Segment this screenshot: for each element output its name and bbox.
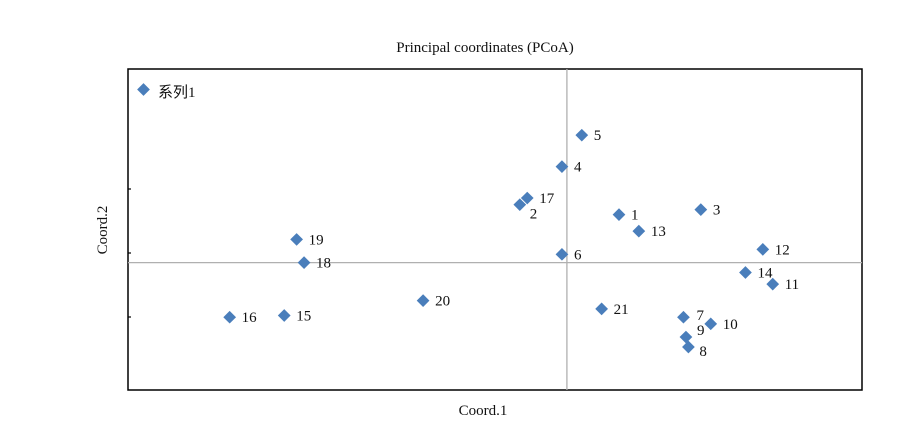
legend: 系列1 (137, 83, 196, 101)
data-point-14: 14 (739, 266, 773, 282)
point-label: 19 (309, 232, 324, 248)
point-label: 7 (696, 308, 704, 324)
point-label: 18 (316, 256, 331, 272)
point-marker (277, 309, 291, 322)
point-marker (679, 330, 693, 344)
point-marker (297, 256, 311, 269)
data-point-7: 7 (677, 308, 704, 324)
x-axis-label: Coord.1 (459, 403, 508, 419)
point-label: 11 (785, 277, 799, 293)
data-point-12: 12 (756, 242, 790, 258)
point-marker (416, 294, 430, 308)
point-marker (612, 208, 626, 221)
data-point-9: 9 (679, 323, 705, 344)
point-label: 9 (697, 323, 705, 339)
point-marker (694, 203, 708, 217)
data-point-6: 6 (555, 247, 582, 263)
data-point-4: 4 (555, 160, 582, 176)
point-label: 1 (631, 208, 639, 224)
point-label: 13 (651, 224, 666, 240)
point-label: 3 (713, 203, 721, 219)
data-point-3: 3 (694, 203, 720, 219)
point-label: 15 (296, 309, 311, 325)
data-point-13: 13 (632, 224, 666, 240)
point-marker (223, 310, 237, 324)
point-marker (739, 266, 752, 279)
point-label: 6 (574, 247, 582, 263)
point-marker (575, 128, 589, 142)
plot-frame (127, 68, 863, 391)
data-point-18: 18 (297, 256, 331, 272)
point-marker (290, 233, 303, 246)
point-label: 5 (594, 128, 602, 144)
point-label: 8 (699, 344, 707, 360)
data-point-16: 16 (223, 310, 257, 326)
point-marker (677, 310, 690, 324)
point-label: 17 (539, 191, 555, 207)
point-marker (756, 242, 770, 256)
data-point-15: 15 (277, 309, 311, 325)
point-label: 21 (614, 302, 629, 318)
data-point-19: 19 (290, 232, 324, 248)
data-point-5: 5 (575, 128, 601, 144)
data-point-10: 10 (704, 317, 738, 333)
chart-title: Principal coordinates (PCoA) (396, 40, 573, 56)
point-label: 16 (242, 310, 258, 326)
point-label: 14 (757, 266, 773, 282)
point-marker (704, 317, 718, 331)
point-label: 10 (723, 317, 738, 333)
data-point-1: 1 (612, 208, 639, 224)
data-point-8: 8 (682, 340, 707, 360)
legend-entry-label: 系列1 (158, 84, 196, 101)
data-point-21: 21 (595, 302, 629, 318)
point-label: 20 (435, 294, 450, 310)
point-label: 12 (775, 242, 790, 258)
point-label: 2 (530, 207, 538, 223)
point-marker (595, 302, 608, 316)
point-marker (682, 340, 695, 354)
point-label: 4 (574, 160, 582, 176)
y-axis-label: Coord.2 (95, 206, 111, 255)
data-point-20: 20 (416, 294, 450, 310)
legend-marker (137, 83, 150, 96)
point-marker (632, 224, 646, 238)
